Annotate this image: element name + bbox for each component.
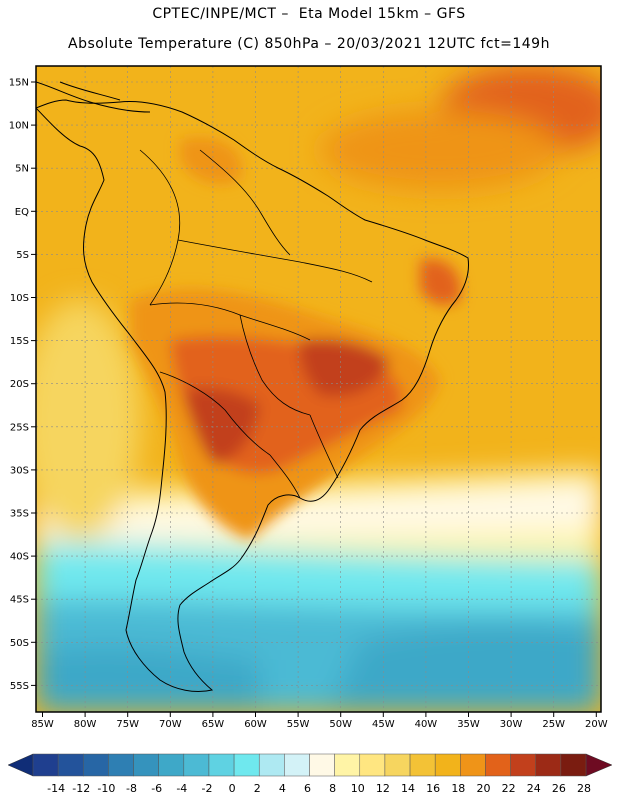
lat-label: 35S <box>10 509 29 520</box>
latitude-labels: 15N 10N 5N EQ 5S 10S 15S 20S 25S 30S 35S 40S 45S 50S 5… <box>9 78 36 692</box>
colorbar-low-arrow <box>7 753 34 777</box>
colorbar-swatch <box>208 753 235 777</box>
lon-label: 75W <box>116 719 139 730</box>
lon-label: 65W <box>202 719 225 730</box>
colorbar-label: 8 <box>329 782 336 795</box>
colorbar-label: 2 <box>254 782 261 795</box>
lon-label: 55W <box>287 719 310 730</box>
colorbar-label: 20 <box>476 782 490 795</box>
lon-label: 85W <box>31 719 54 730</box>
lon-label: 40W <box>415 719 438 730</box>
colorbar-label: -6 <box>151 782 162 795</box>
colorbar-swatch <box>409 753 436 777</box>
temperature-field <box>36 66 601 712</box>
colorbar-label: 16 <box>426 782 440 795</box>
map-svg: 85W 80W 75W 70W 65W 60W 55W 50W 45W 40W 35W 30W 25W 2… <box>9 65 608 730</box>
lat-label: 10S <box>10 293 29 304</box>
colorbar-swatch <box>83 753 109 777</box>
lat-label: 55S <box>10 681 29 692</box>
lat-label: 40S <box>10 552 29 563</box>
colorbar-label: 18 <box>451 782 465 795</box>
colorbar-swatch <box>233 753 260 777</box>
lat-label: 45S <box>10 595 29 606</box>
colorbar-label: 28 <box>577 782 591 795</box>
colorbar-swatch <box>32 753 59 777</box>
colorbar-swatch <box>434 753 461 777</box>
colorbar-swatch <box>158 753 185 777</box>
colorbar-label: 10 <box>351 782 365 795</box>
lon-label: 30W <box>500 719 523 730</box>
colorbar-label: 0 <box>229 782 236 795</box>
country-borders <box>139 149 373 499</box>
lat-label: 50S <box>10 638 29 649</box>
colorbar-label: -12 <box>72 782 90 795</box>
lon-label: 70W <box>159 719 182 730</box>
colorbar-swatch <box>359 753 386 777</box>
longitude-labels: 85W 80W 75W 70W 65W 60W 55W 50W 45W 40W 35W 30W 25W 2… <box>31 712 608 730</box>
colorbar-swatch <box>57 753 84 777</box>
colorbar-swatch <box>309 753 335 777</box>
colorbar-swatch <box>485 753 511 777</box>
colorbar-label: 22 <box>502 782 516 795</box>
lon-label: 25W <box>542 719 565 730</box>
colorbar-swatch <box>284 753 310 777</box>
colorbar: -14 -12 -10 -8 -6 -4 -2 0 2 4 6 8 10 12 14 16 18 20 22 24 26… <box>0 748 618 798</box>
colorbar-swatch <box>108 753 134 777</box>
colorbar-label: -8 <box>126 782 137 795</box>
colorbar-swatch <box>460 753 486 777</box>
temperature-map: 85W 80W 75W 70W 65W 60W 55W 50W 45W 40W 35W 30W 25W 2… <box>0 60 618 730</box>
colorbar-swatch <box>560 753 587 777</box>
colorbar-swatch <box>133 753 159 777</box>
lat-label: 25S <box>10 422 29 433</box>
lon-label: 20W <box>585 719 608 730</box>
colorbar-swatch <box>258 753 285 777</box>
lat-lon-grid <box>36 66 601 712</box>
lat-label: EQ <box>15 207 29 218</box>
colorbar-label: 14 <box>401 782 415 795</box>
colorbar-swatch <box>535 753 562 777</box>
lat-label: 15N <box>9 78 29 89</box>
lat-label: 15S <box>10 336 29 347</box>
coastlines <box>36 81 469 693</box>
lat-label: 30S <box>10 465 29 476</box>
colorbar-label: 26 <box>552 782 566 795</box>
colorbar-swatch <box>384 753 411 777</box>
chart-title: CPTEC/INPE/MCT – Eta Model 15km – GFS <box>152 6 466 22</box>
colorbar-label: 6 <box>304 782 311 795</box>
colorbar-label: 24 <box>527 782 541 795</box>
colorbar-svg: -14 -12 -10 -8 -6 -4 -2 0 2 4 6 8 10 12 14 16 18 20 22 24 26… <box>7 753 613 795</box>
chart-subtitle: Absolute Temperature (C) 850hPa – 20/03/… <box>68 36 550 52</box>
colorbar-label: -10 <box>97 782 115 795</box>
colorbar-label: 4 <box>279 782 286 795</box>
lon-label: 45W <box>372 719 395 730</box>
lat-label: 5N <box>15 164 29 175</box>
colorbar-label: 12 <box>376 782 390 795</box>
colorbar-swatch <box>183 753 210 777</box>
colorbar-high-arrow <box>585 753 613 777</box>
lat-label: 5S <box>16 250 29 261</box>
lat-label: 20S <box>10 379 29 390</box>
map-frame <box>35 65 602 713</box>
colorbar-label: -2 <box>201 782 212 795</box>
lon-label: 35W <box>457 719 480 730</box>
colorbar-swatch <box>510 753 536 777</box>
colorbar-label: -14 <box>47 782 65 795</box>
lon-label: 60W <box>244 719 267 730</box>
lat-label: 10N <box>9 121 29 132</box>
lon-label: 80W <box>74 719 97 730</box>
colorbar-label: -4 <box>176 782 187 795</box>
lon-label: 50W <box>329 719 352 730</box>
colorbar-swatch <box>334 753 361 777</box>
